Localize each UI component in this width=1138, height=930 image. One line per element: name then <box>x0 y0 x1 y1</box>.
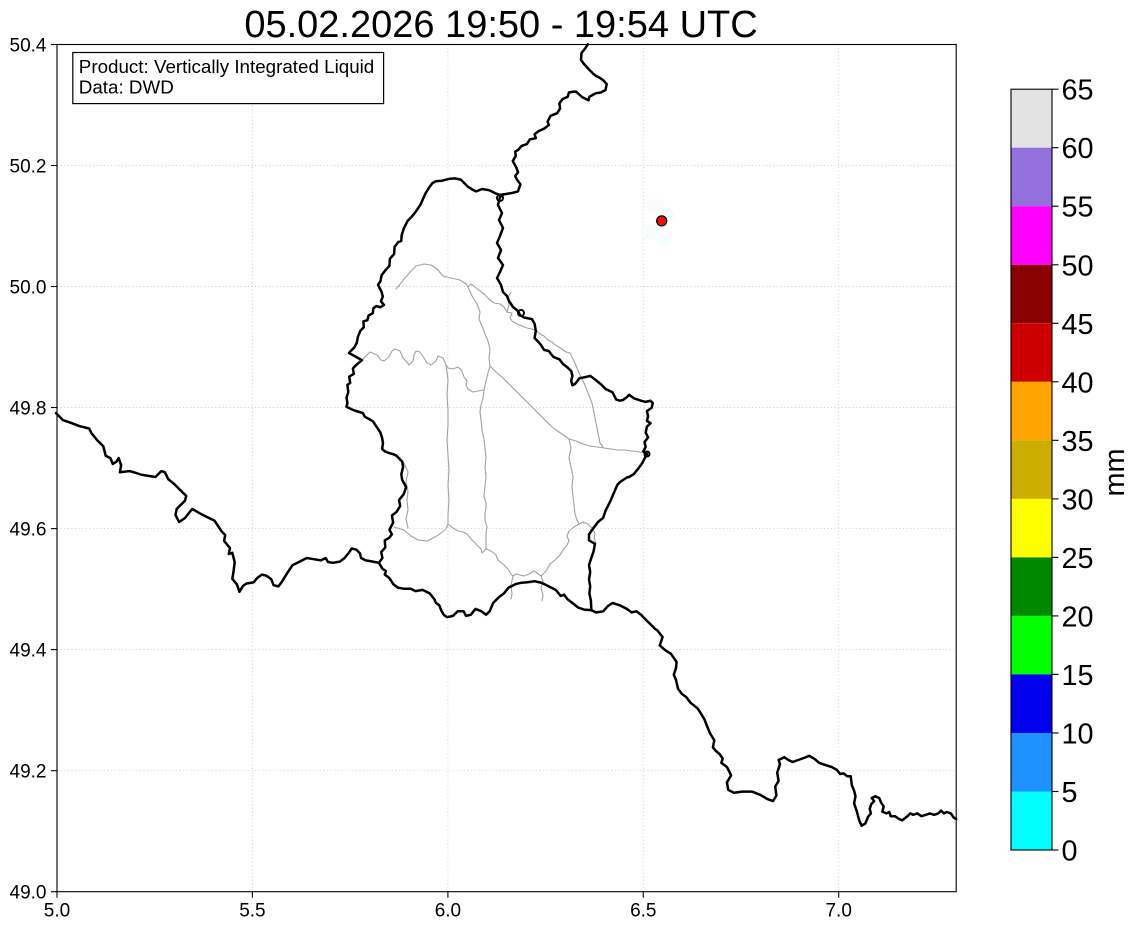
svg-text:5: 5 <box>1062 777 1078 809</box>
svg-text:35: 35 <box>1062 426 1094 458</box>
svg-text:65: 65 <box>1062 75 1094 107</box>
svg-text:6.0: 6.0 <box>435 900 461 921</box>
svg-text:6.5: 6.5 <box>630 900 656 921</box>
svg-text:20: 20 <box>1062 601 1094 633</box>
svg-text:Data: DWD: Data: DWD <box>79 77 174 98</box>
svg-text:10: 10 <box>1062 719 1094 751</box>
svg-text:5.0: 5.0 <box>44 900 70 921</box>
svg-text:50: 50 <box>1062 250 1094 282</box>
svg-text:05.02.2026 19:50 - 19:54 UTC: 05.02.2026 19:50 - 19:54 UTC <box>244 4 757 46</box>
svg-text:50.2: 50.2 <box>10 156 47 177</box>
svg-text:45: 45 <box>1062 309 1094 341</box>
svg-text:60: 60 <box>1062 133 1094 165</box>
svg-text:49.8: 49.8 <box>10 398 47 419</box>
svg-text:25: 25 <box>1062 543 1094 575</box>
svg-text:49.4: 49.4 <box>10 641 47 662</box>
svg-text:49.2: 49.2 <box>10 762 47 783</box>
svg-text:49.0: 49.0 <box>10 883 47 904</box>
svg-text:5.5: 5.5 <box>239 900 265 921</box>
svg-text:30: 30 <box>1062 484 1094 516</box>
svg-text:55: 55 <box>1062 192 1094 224</box>
svg-text:49.6: 49.6 <box>10 520 47 541</box>
svg-text:15: 15 <box>1062 660 1094 692</box>
svg-text:0: 0 <box>1062 836 1078 868</box>
svg-text:40: 40 <box>1062 367 1094 399</box>
svg-text:7.0: 7.0 <box>825 900 851 921</box>
svg-text:50.4: 50.4 <box>10 35 47 56</box>
svg-text:Product: Vertically Integrated: Product: Vertically Integrated Liquid <box>79 56 374 77</box>
svg-text:50.0: 50.0 <box>10 277 47 298</box>
svg-text:mm: mm <box>1099 449 1131 497</box>
